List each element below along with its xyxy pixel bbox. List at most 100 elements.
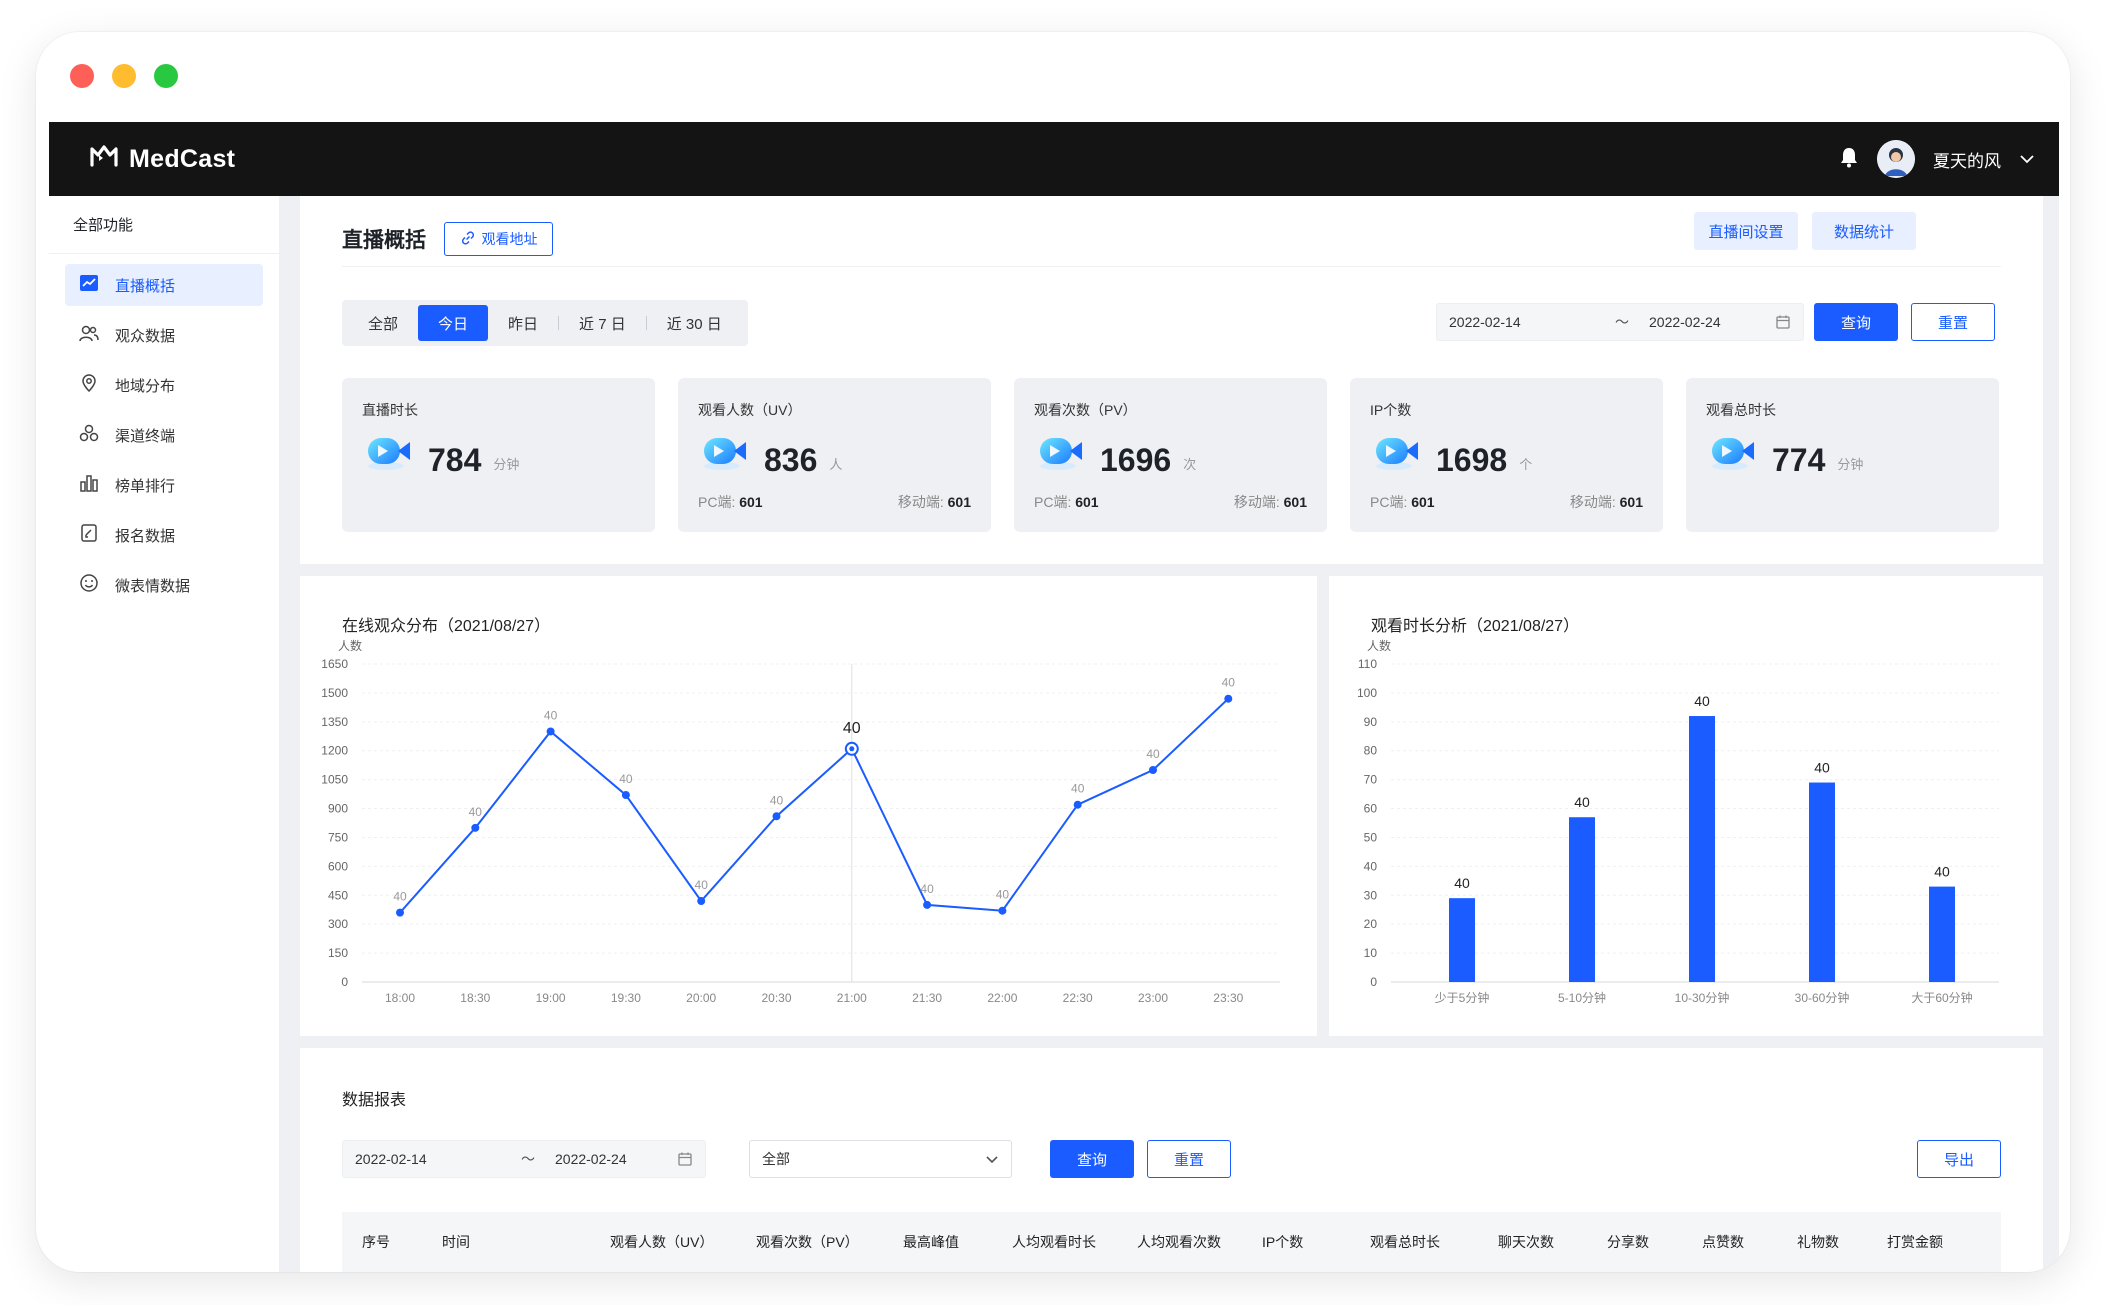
column-header[interactable]: 人均观看次数	[1137, 1234, 1221, 1250]
calendar-icon[interactable]	[1763, 314, 1803, 330]
y-tick-label: 50	[1364, 830, 1378, 844]
y-tick-label: 450	[328, 888, 348, 902]
pc-value: 601	[1075, 494, 1099, 510]
x-tick-label: 少于5分钟	[1435, 990, 1490, 1005]
tab-yesterday[interactable]: 昨日	[508, 315, 539, 333]
column-header[interactable]: 观看次数（PV）	[756, 1234, 859, 1250]
smile-icon	[79, 573, 99, 597]
y-tick-label: 90	[1364, 715, 1378, 729]
chevron-down-icon[interactable]	[2019, 149, 2035, 169]
room-settings-button[interactable]: 直播间设置	[1694, 212, 1798, 250]
column-header[interactable]: 序号	[362, 1234, 390, 1250]
report-filter-select[interactable]: 全部	[749, 1140, 1012, 1178]
period-tabs: 全部 今日 昨日 近 7 日 近 30 日	[342, 300, 748, 346]
reset-button[interactable]: 重置	[1911, 303, 1995, 341]
bar	[1569, 817, 1595, 982]
report-reset-button[interactable]: 重置	[1147, 1140, 1231, 1178]
sidebar-item-audience[interactable]: 观众数据	[65, 314, 263, 356]
avatar[interactable]	[1877, 140, 1915, 178]
bar-value-label: 40	[1694, 693, 1710, 709]
sidebar-title: 全部功能	[49, 196, 279, 254]
column-header[interactable]: 打赏金额	[1887, 1234, 1943, 1250]
sidebar-item-region[interactable]: 地域分布	[65, 364, 263, 406]
bar-value-label: 40	[1574, 794, 1590, 810]
column-header[interactable]: 时间	[442, 1234, 470, 1250]
sidebar-item-label: 微表情数据	[115, 577, 191, 595]
tab-separator	[558, 316, 560, 330]
bar-value-label: 40	[1454, 875, 1470, 891]
y-axis-label: 人数	[1367, 638, 1391, 653]
stat-value: 774	[1772, 442, 1826, 478]
column-header[interactable]: 礼物数	[1797, 1234, 1839, 1250]
link-icon	[460, 230, 476, 249]
data-point	[396, 908, 404, 917]
data-stats-button[interactable]: 数据统计	[1812, 212, 1916, 250]
x-tick-label: 18:30	[460, 991, 490, 1005]
column-header[interactable]: 观看人数（UV）	[610, 1234, 714, 1250]
app-name: MedCast	[129, 144, 236, 173]
x-tick-label: 19:30	[611, 991, 641, 1005]
stat-unit: 分钟	[493, 457, 520, 472]
watch-link-button[interactable]: 观看地址	[444, 222, 553, 256]
bar	[1449, 898, 1475, 982]
column-header[interactable]: IP个数	[1262, 1234, 1304, 1250]
x-tick-label: 23:00	[1138, 991, 1168, 1005]
app-logo[interactable]: MedCast	[89, 143, 235, 176]
report-date-range-picker[interactable]: 2022-02-14 ～ 2022-02-24	[342, 1140, 706, 1178]
user-menu[interactable]: 夏天的风	[1839, 140, 2035, 178]
close-window-button[interactable]	[70, 64, 94, 88]
date-separator: ～	[521, 1151, 535, 1167]
report-query-button[interactable]: 查询	[1050, 1140, 1134, 1178]
sidebar-item-signup[interactable]: 报名数据	[65, 514, 263, 556]
date-range-picker[interactable]: 2022-02-14 ～ 2022-02-24	[1436, 303, 1804, 341]
sidebar-item-micro-expression[interactable]: 微表情数据	[65, 564, 263, 606]
date-from[interactable]: 2022-02-14	[1449, 314, 1521, 330]
data-point	[1224, 694, 1233, 703]
sidebar-item-channel[interactable]: 渠道终端	[65, 414, 263, 456]
maximize-window-button[interactable]	[154, 64, 178, 88]
report-title: 数据报表	[342, 1092, 407, 1109]
stat-value: 784	[428, 442, 482, 478]
y-tick-label: 0	[341, 975, 348, 989]
tab-7-days[interactable]: 近 7 日	[579, 315, 626, 333]
column-header[interactable]: 最高峰值	[903, 1234, 959, 1250]
export-button[interactable]: 导出	[1917, 1140, 2001, 1178]
app-window: MedCast 夏天的风 全部功能 直播概括	[36, 32, 2070, 1272]
chart-title: 在线观众分布（2021/08/27）	[342, 618, 551, 635]
calendar-icon[interactable]	[665, 1151, 705, 1167]
date-from[interactable]: 2022-02-14	[355, 1151, 427, 1167]
column-header[interactable]: 点赞数	[1702, 1234, 1744, 1250]
channel-icon	[79, 423, 99, 447]
x-tick-label: 20:00	[686, 991, 716, 1005]
camera-icon	[698, 432, 752, 477]
sidebar-item-ranking[interactable]: 榜单排行	[65, 464, 263, 506]
y-axis-label: 人数	[338, 638, 362, 653]
tab-30-days[interactable]: 近 30 日	[666, 315, 722, 333]
x-tick-label: 30-60分钟	[1795, 990, 1850, 1005]
column-header[interactable]: 聊天次数	[1498, 1234, 1554, 1250]
mobile-label: 移动端:	[1233, 494, 1280, 510]
main-layout: 全部功能 直播概括 观众数据 地域分布 渠道终端	[49, 196, 2059, 1272]
y-tick-label: 10	[1364, 946, 1378, 960]
y-tick-label: 300	[328, 917, 348, 931]
chart-icon	[79, 274, 99, 296]
minimize-window-button[interactable]	[112, 64, 136, 88]
bell-icon[interactable]	[1839, 146, 1859, 173]
y-tick-label: 80	[1364, 744, 1378, 758]
date-to[interactable]: 2022-02-24	[1649, 314, 1721, 330]
data-point	[923, 900, 932, 909]
column-header[interactable]: 分享数	[1607, 1234, 1649, 1250]
data-report-card: 数据报表 2022-02-14 ～ 2022-02-24 全部 查询 重置 导出…	[300, 1048, 2043, 1272]
x-tick-label: 21:00	[837, 991, 867, 1005]
mobile-label: 移动端:	[1569, 494, 1616, 510]
column-header[interactable]: 人均观看时长	[1012, 1234, 1096, 1250]
date-to[interactable]: 2022-02-24	[555, 1151, 627, 1167]
column-header[interactable]: 观看总时长	[1370, 1234, 1440, 1250]
y-tick-label: 900	[328, 802, 348, 816]
tab-all[interactable]: 全部	[368, 315, 399, 333]
sidebar-item-overview[interactable]: 直播概括	[65, 264, 263, 306]
query-button[interactable]: 查询	[1814, 303, 1898, 341]
data-label: 40	[1222, 676, 1236, 690]
tab-today[interactable]: 今日	[418, 305, 489, 341]
x-tick-label: 22:30	[1063, 991, 1093, 1005]
